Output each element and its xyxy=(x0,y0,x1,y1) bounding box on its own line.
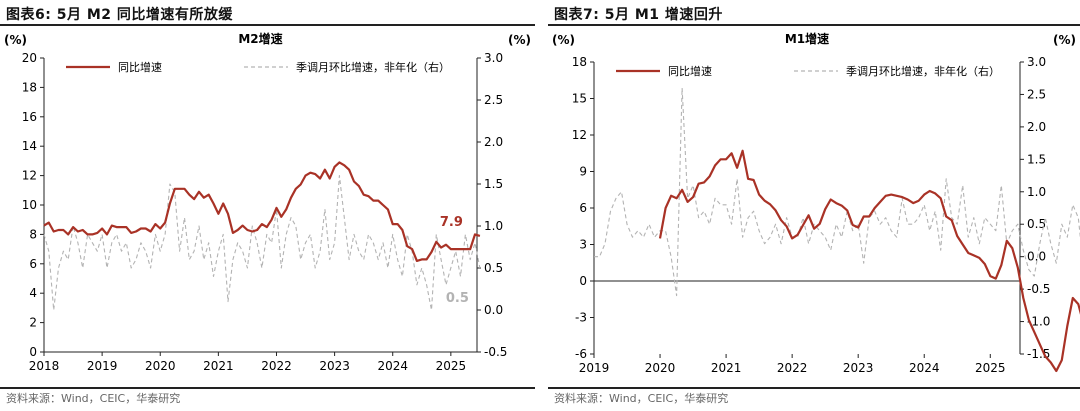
right-tick-label: 0.5 xyxy=(1027,217,1046,231)
x-tick-label: 2020 xyxy=(645,361,676,375)
x-tick-label: 2018 xyxy=(29,359,60,373)
right-tick-label: 0.5 xyxy=(484,261,503,275)
right-tick-label: 3.0 xyxy=(484,51,503,65)
source-rule xyxy=(548,387,1080,389)
chart-title: M2增速 xyxy=(238,31,282,46)
chart-title: M1增速 xyxy=(785,31,829,46)
right-tick-label: -1.0 xyxy=(1027,315,1050,329)
source-rule xyxy=(0,387,535,389)
left-tick-label: 4 xyxy=(29,286,37,300)
right-tick-label: 1.0 xyxy=(1027,185,1046,199)
x-tick-label: 2020 xyxy=(145,359,176,373)
x-tick-label: 2021 xyxy=(711,361,742,375)
series-line-yoy xyxy=(43,161,481,262)
series-line-mom xyxy=(43,175,481,311)
legend-label-yoy: 同比增速 xyxy=(668,64,712,78)
right-tick-label: 1.5 xyxy=(1027,152,1046,166)
right-axis-unit: (%) xyxy=(508,33,531,47)
figure-title: 图表6: 5月 M2 同比增速有所放缓 xyxy=(6,7,233,23)
right-tick-label: 2.5 xyxy=(484,93,503,107)
left-tick-label: 10 xyxy=(22,198,37,212)
x-tick-label: 2023 xyxy=(319,359,350,373)
series-line-yoy xyxy=(658,149,1080,373)
left-tick-label: 20 xyxy=(22,51,37,65)
right-tick-label: 2.0 xyxy=(1027,120,1046,134)
figure-m1: 图表7: 5月 M1 增速回升 M1增速 (%) (%) -6 -3 0 3 6 9 12 15 18… xyxy=(548,0,1080,411)
right-tick-label: 0.0 xyxy=(1027,250,1046,264)
series-line-mom xyxy=(594,87,1080,297)
left-tick-label: 18 xyxy=(22,80,37,94)
x-tick-label: 2024 xyxy=(909,361,940,375)
left-tick-label: 9 xyxy=(579,165,587,179)
left-tick-label: 0 xyxy=(29,345,37,359)
left-tick-label: 16 xyxy=(22,110,37,124)
legend-label-yoy: 同比增速 xyxy=(118,60,162,74)
x-tick-label: 2024 xyxy=(377,359,408,373)
x-tick-label: 2023 xyxy=(843,361,874,375)
source-note: 资料来源：Wind，CEIC，华泰研究 xyxy=(6,392,181,405)
right-tick-label: 1.0 xyxy=(484,219,503,233)
right-tick-label: 3.0 xyxy=(1027,55,1046,69)
left-tick-label: 12 xyxy=(22,169,37,183)
end-label-yoy: 7.9 xyxy=(440,215,463,230)
right-tick-label: 1.5 xyxy=(484,177,503,191)
m2-chart: M2增速 (%) (%) 0 2 4 6 8 10 12 14 16 18 20 -0.5 0.0 0.5 1.0… xyxy=(4,31,531,373)
left-tick-label: -3 xyxy=(575,311,587,325)
right-tick-label: 2.0 xyxy=(484,135,503,149)
x-tick-label: 2019 xyxy=(87,359,118,373)
end-label-mom: 0.5 xyxy=(446,291,469,306)
left-tick-label: 0 xyxy=(579,274,587,288)
left-tick-label: 6 xyxy=(579,201,587,215)
right-tick-label: -1.5 xyxy=(1027,347,1050,361)
left-tick-label: 15 xyxy=(572,92,587,106)
m1-chart: M1增速 (%) (%) -6 -3 0 3 6 9 12 15 18 -1.5 -1.0 -0.5 0.0 0… xyxy=(552,31,1080,375)
right-tick-label: -0.5 xyxy=(1027,282,1050,296)
left-tick-label: 12 xyxy=(572,128,587,142)
left-tick-label: 2 xyxy=(29,316,37,330)
x-tick-label: 2025 xyxy=(436,359,467,373)
left-tick-label: -6 xyxy=(575,347,587,361)
figure-title: 图表7: 5月 M1 增速回升 xyxy=(554,7,723,23)
right-axis-unit: (%) xyxy=(1053,33,1076,47)
x-tick-label: 2025 xyxy=(975,361,1006,375)
x-tick-label: 2022 xyxy=(777,361,808,375)
x-tick-label: 2021 xyxy=(203,359,234,373)
title-rule xyxy=(548,24,1080,26)
right-tick-label: 2.5 xyxy=(1027,87,1046,101)
legend-label-mom: 季调月环比增速，非年化（右） xyxy=(296,60,450,74)
right-tick-label: -0.5 xyxy=(484,345,507,359)
right-tick-label: 0.0 xyxy=(484,303,503,317)
x-tick-label: 2019 xyxy=(579,361,610,375)
left-tick-label: 8 xyxy=(29,227,37,241)
figure-m2: 图表6: 5月 M2 同比增速有所放缓 M2增速 (%) (%) 0 2 4 6 8 10 12 1… xyxy=(0,0,535,411)
x-tick-label: 2022 xyxy=(261,359,292,373)
left-tick-label: 18 xyxy=(572,55,587,69)
left-axis-unit: (%) xyxy=(4,33,27,47)
left-tick-label: 14 xyxy=(22,139,37,153)
legend-label-mom: 季调月环比增速，非年化（右） xyxy=(846,64,1000,78)
left-tick-label: 6 xyxy=(29,257,37,271)
source-note: 资料来源：Wind，CEIC，华泰研究 xyxy=(554,392,729,405)
title-rule xyxy=(0,24,535,26)
left-tick-label: 3 xyxy=(579,238,587,252)
left-axis-unit: (%) xyxy=(552,33,575,47)
